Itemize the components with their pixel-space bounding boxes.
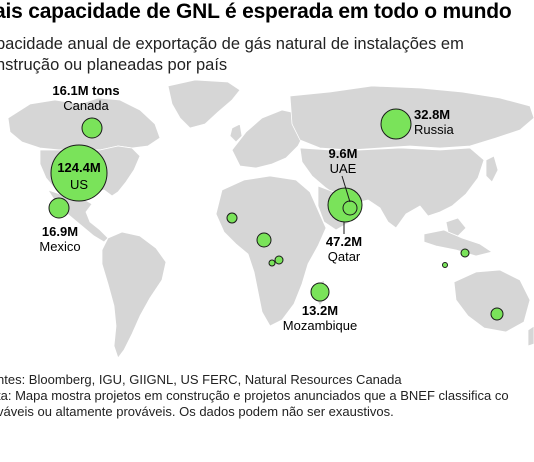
land-borneo [445, 217, 467, 237]
land-new-zealand [527, 325, 534, 347]
chart-title: ais capacidade de GNL é esperada em todo… [0, 0, 512, 23]
chart-subtitle: pacidade anual de exportação de gás natu… [0, 34, 464, 76]
bubble-gabon[interactable] [268, 259, 276, 267]
label-mozambique-name: Mozambique [283, 318, 357, 333]
label-russia-value: 32.8M [414, 107, 450, 122]
bubble-us[interactable] [50, 144, 108, 202]
bubble-mozambique[interactable] [310, 282, 330, 302]
land-greenland [167, 79, 241, 129]
label-us-value: 124.4M [57, 160, 100, 175]
bubble-senegal[interactable] [226, 212, 238, 224]
bubble-indonesia[interactable] [460, 248, 470, 258]
label-russia-name: Russia [414, 122, 455, 137]
bubble-labels: 16.1M tons Canada 124.4M US 16.9M Mexico… [39, 83, 454, 333]
bubble-australia[interactable] [490, 307, 504, 321]
bubble-russia[interactable] [380, 108, 412, 140]
label-uae-value: 9.6M [329, 146, 358, 161]
label-mexico-value: 16.9M [42, 224, 78, 239]
land-japan [485, 155, 499, 183]
label-uae-name: UAE [330, 161, 357, 176]
leader-uae [341, 175, 351, 203]
bubble-west-africa[interactable] [256, 232, 272, 248]
land-africa [215, 175, 327, 327]
label-mozambique-value: 13.2M [302, 303, 338, 318]
bubbles [48, 108, 504, 321]
label-canada-value: 16.1M tons [52, 83, 119, 98]
label-qatar-name: Qatar [328, 249, 361, 264]
footer-note-line-1: ta: Mapa mostra projetos em construção e… [0, 388, 509, 403]
bubble-canada[interactable] [81, 117, 103, 139]
label-canada-name: Canada [63, 98, 109, 113]
subtitle-line-2: nstrução ou planeadas por país [0, 56, 228, 74]
land-south-america [101, 231, 167, 359]
land-russia [289, 85, 534, 151]
bubble-cameroon[interactable] [274, 255, 284, 265]
label-qatar-value: 47.2M [326, 234, 362, 249]
bubble-malaysia[interactable] [442, 262, 448, 268]
land-australia [453, 269, 531, 333]
land-uk [229, 123, 243, 143]
footer-note-line-2: váveis ou altamente prováveis. Os dados … [0, 404, 394, 419]
label-us-name: US [70, 177, 88, 192]
bubble-mexico[interactable] [48, 197, 70, 219]
bubble-uae[interactable] [342, 200, 358, 216]
leader-lines [341, 175, 351, 234]
subtitle-line-1: pacidade anual de exportação de gás natu… [0, 35, 464, 53]
footer-sources: ntes: Bloomberg, IGU, GIIGNL, US FERC, N… [0, 372, 402, 387]
label-mexico-name: Mexico [39, 239, 80, 254]
